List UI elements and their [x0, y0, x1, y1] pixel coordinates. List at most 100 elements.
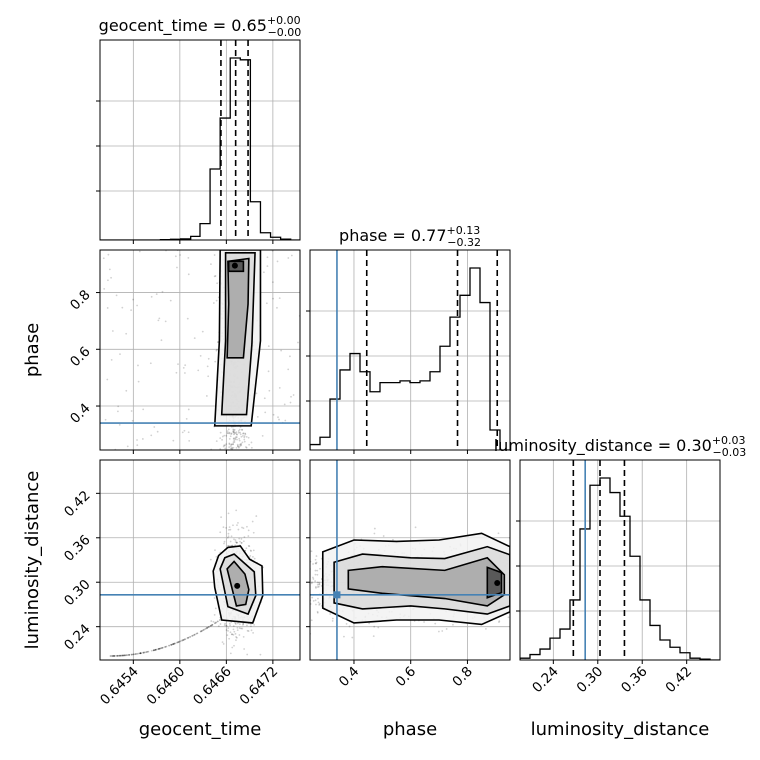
sample-point: [206, 627, 209, 629]
contour-level-2: [226, 257, 250, 359]
sample-point: [172, 643, 175, 645]
sample-point: [147, 650, 149, 653]
grid: [310, 250, 510, 450]
sample-point: [434, 622, 437, 625]
sample-point: [232, 446, 235, 449]
sample-point: [277, 416, 279, 419]
sample-point: [236, 438, 238, 441]
panel-luminosity_distance-geocent_time: 0.24 0.30 0.36 0.42 luminosity_distance 0.645…: [22, 459, 301, 740]
sample-point: [161, 646, 164, 649]
sample-point: [423, 621, 425, 623]
sample-point: [316, 573, 319, 576]
sample-point: [187, 273, 190, 276]
sample-point: [229, 652, 232, 655]
sample-point: [319, 567, 321, 570]
sample-point: [234, 437, 237, 440]
sample-point: [241, 441, 244, 444]
sample-point: [207, 375, 210, 378]
sample-point: [196, 632, 199, 635]
sample-point: [246, 653, 249, 656]
sample-point: [106, 307, 109, 309]
sample-point: [206, 626, 209, 629]
panel-content: [310, 460, 510, 660]
sample-point: [158, 647, 161, 650]
sample-point: [205, 627, 208, 630]
sample-point: [221, 435, 224, 438]
sample-point: [329, 613, 332, 615]
sample-point: [228, 437, 231, 440]
sample-point: [153, 649, 155, 652]
sample-point: [441, 630, 444, 632]
sample-point: [243, 440, 246, 443]
sample-point: [237, 528, 240, 531]
sample-point: [164, 645, 167, 648]
sample-point: [157, 319, 160, 322]
sample-point: [230, 535, 233, 538]
sample-point: [236, 433, 238, 436]
contour-level-1: [220, 252, 256, 416]
sample-point: [154, 648, 157, 651]
sample-point: [138, 250, 141, 253]
sample-point: [248, 545, 251, 548]
sample-point: [176, 266, 178, 269]
sample-point: [311, 596, 314, 599]
sample-point: [146, 650, 149, 653]
sample-point: [315, 586, 317, 588]
sample-point: [223, 434, 226, 437]
sample-point: [139, 652, 142, 655]
sample-point: [240, 428, 243, 431]
sample-point: [125, 389, 128, 392]
sample-point: [228, 431, 231, 434]
sample-point: [232, 441, 235, 444]
sample-point: [251, 520, 254, 523]
sample-point: [201, 629, 204, 632]
sample-point: [111, 655, 114, 657]
title-plus: +0.00: [267, 14, 301, 27]
sample-point: [228, 545, 230, 547]
sample-point: [162, 646, 164, 649]
sample-point: [214, 622, 216, 625]
sample-point: [266, 256, 269, 259]
sample-point: [157, 648, 159, 651]
sample-point: [498, 621, 500, 624]
panel-luminosity_distance-phase: 0.4 0.6 0.8 phase: [306, 459, 511, 740]
y-axis-label: luminosity_distance: [22, 471, 43, 650]
sample-point: [104, 418, 107, 421]
grid: [100, 250, 300, 450]
sample-point: [153, 649, 156, 652]
sample-point: [209, 558, 212, 561]
sample-point: [160, 647, 162, 650]
sample-point: [199, 630, 202, 633]
sample-point: [253, 623, 256, 626]
sample-point: [172, 643, 175, 645]
sample-point: [261, 434, 264, 437]
sample-point: [184, 364, 187, 367]
histogram-geocent_time: [100, 57, 300, 240]
sample-point: [230, 633, 233, 636]
sample-point: [214, 622, 216, 625]
contour-fill-2: [348, 557, 505, 606]
sample-point: [228, 528, 230, 531]
sample-point: [172, 642, 175, 645]
sample-point: [111, 330, 114, 332]
sample-point: [242, 622, 245, 625]
sample-point: [343, 635, 345, 638]
sample-point: [154, 648, 157, 651]
sample-point: [183, 638, 186, 641]
sample-point: [158, 647, 160, 650]
sample-point: [229, 624, 231, 627]
sample-point: [247, 630, 250, 632]
sample-point: [238, 627, 241, 629]
sample-point: [219, 619, 221, 621]
sample-point: [223, 542, 225, 545]
sample-point: [174, 642, 176, 645]
panel-geocent_time-geocent_time: geocent_time = 0.65+0.00 −0.00: [96, 14, 301, 244]
sample-point: [219, 531, 222, 534]
sample-point: [216, 348, 218, 351]
sample-point: [165, 645, 168, 648]
sample-point: [237, 667, 239, 669]
x-tick-label: 0.8: [449, 664, 476, 691]
sample-point: [247, 529, 250, 532]
sample-point: [232, 443, 234, 445]
sample-point: [314, 562, 317, 565]
